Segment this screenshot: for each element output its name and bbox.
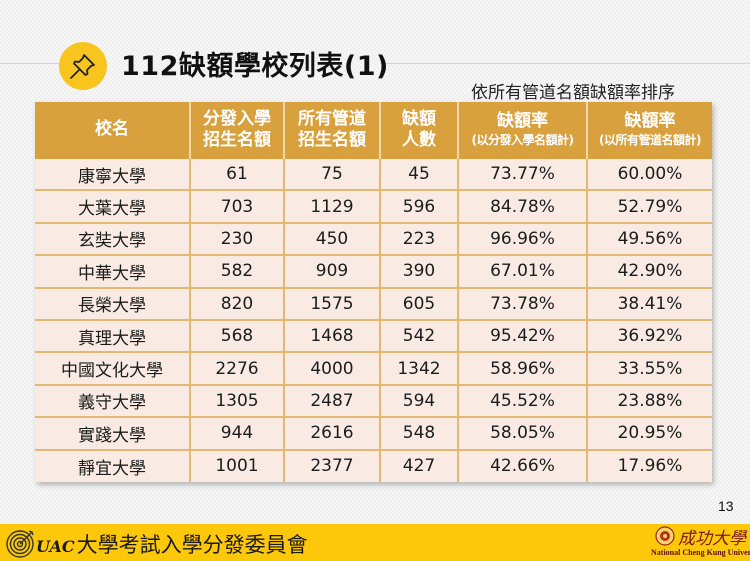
vacancy-rate-all: 36.92% [586, 318, 712, 353]
pushpin-badge [59, 42, 107, 90]
all-channels-quota: 1575 [283, 286, 380, 320]
org-name: UAC大學考試入學分發委員會 [36, 533, 308, 557]
all-channels-quota: 2487 [283, 383, 380, 418]
vacancy-count: 427 [379, 448, 458, 482]
all-channels-quota: 1468 [283, 318, 380, 353]
university-name-cn: 成功大學 [678, 529, 746, 549]
vacancy-table: 校名 分發入學 招生名額 所有管道 招生名額 缺額 人數 缺額率 (以分發入學名額計) … [35, 102, 712, 482]
all-channels-quota: 4000 [283, 351, 380, 385]
table-row: 實踐大學 944 2616 548 58.05% 20.95% [35, 416, 712, 450]
table-row: 中華大學 582 909 390 67.01% 42.90% [35, 254, 712, 288]
vacancy-rate-all: 49.56% [586, 221, 712, 256]
school-name: 靜宜大學 [35, 448, 190, 482]
vacancy-rate-all: 38.41% [586, 286, 712, 320]
assigned-quota: 944 [189, 416, 284, 450]
footer-bar: UAC大學考試入學分發委員會 成功大學 National Cheng Kung … [0, 524, 750, 561]
assigned-quota: 820 [189, 286, 284, 320]
table-row: 義守大學 1305 2487 594 45.52% 23.88% [35, 383, 712, 418]
all-channels-quota: 909 [283, 254, 380, 288]
table-row: 大葉大學 703 1129 596 84.78% 52.79% [35, 189, 712, 223]
assigned-quota: 582 [189, 254, 284, 288]
vacancy-count: 548 [379, 416, 458, 450]
header-assigned-quota: 分發入學 招生名額 [189, 102, 284, 158]
vacancy-count: 390 [379, 254, 458, 288]
header-vacancy-count: 缺額 人數 [379, 102, 458, 158]
table-row: 康寧大學 61 75 45 73.77% 60.00% [35, 156, 712, 191]
vacancy-count: 594 [379, 383, 458, 418]
vacancy-rate-all: 52.79% [586, 189, 712, 223]
vacancy-count: 605 [379, 286, 458, 320]
header-vacancy-rate-all: 缺額率 (以所有管道名額計) [586, 102, 712, 158]
all-channels-quota: 2616 [283, 416, 380, 450]
table-row: 玄奘大學 230 450 223 96.96% 49.56% [35, 221, 712, 256]
divider-line-right [380, 63, 750, 64]
assigned-quota: 1001 [189, 448, 284, 482]
school-name: 康寧大學 [35, 156, 190, 191]
all-channels-quota: 2377 [283, 448, 380, 482]
table-row: 中國文化大學 2276 4000 1342 58.96% 33.55% [35, 351, 712, 385]
ncku-emblem-icon [655, 526, 675, 546]
table-row: 真理大學 568 1468 542 95.42% 36.92% [35, 318, 712, 353]
vacancy-rate-assigned: 73.78% [457, 286, 587, 320]
assigned-quota: 61 [189, 156, 284, 191]
school-name: 長榮大學 [35, 286, 190, 320]
vacancy-count: 542 [379, 318, 458, 353]
sort-note: 依所有管道名額缺額率排序 [471, 83, 675, 103]
page-number: 13 [718, 498, 734, 514]
all-channels-quota: 450 [283, 221, 380, 256]
vacancy-count: 223 [379, 221, 458, 256]
vacancy-rate-all: 17.96% [586, 448, 712, 482]
school-name: 義守大學 [35, 383, 190, 418]
school-name: 真理大學 [35, 318, 190, 353]
vacancy-count: 45 [379, 156, 458, 191]
vacancy-rate-all: 42.90% [586, 254, 712, 288]
vacancy-rate-assigned: 73.77% [457, 156, 587, 191]
table-header-row: 校名 分發入學 招生名額 所有管道 招生名額 缺額 人數 缺額率 (以分發入學名額計) … [35, 102, 712, 158]
vacancy-rate-assigned: 95.42% [457, 318, 587, 353]
table-row: 長榮大學 820 1575 605 73.78% 38.41% [35, 286, 712, 320]
vacancy-rate-assigned: 84.78% [457, 189, 587, 223]
vacancy-rate-all: 23.88% [586, 383, 712, 418]
vacancy-rate-assigned: 58.05% [457, 416, 587, 450]
assigned-quota: 230 [189, 221, 284, 256]
vacancy-rate-all: 20.95% [586, 416, 712, 450]
header-all-channels-quota: 所有管道 招生名額 [283, 102, 380, 158]
pushpin-icon [70, 54, 95, 79]
vacancy-rate-assigned: 45.52% [457, 383, 587, 418]
university-name-en: National Cheng Kung University [651, 548, 750, 557]
vacancy-rate-assigned: 96.96% [457, 221, 587, 256]
school-name: 中華大學 [35, 254, 190, 288]
vacancy-count: 1342 [379, 351, 458, 385]
target-icon [6, 530, 34, 558]
assigned-quota: 568 [189, 318, 284, 353]
school-name: 玄奘大學 [35, 221, 190, 256]
vacancy-rate-assigned: 58.96% [457, 351, 587, 385]
vacancy-rate-assigned: 67.01% [457, 254, 587, 288]
all-channels-quota: 1129 [283, 189, 380, 223]
school-name: 中國文化大學 [35, 351, 190, 385]
vacancy-count: 596 [379, 189, 458, 223]
header-school-name: 校名 [35, 102, 190, 158]
divider-line-left [0, 63, 62, 64]
all-channels-quota: 75 [283, 156, 380, 191]
table-row: 靜宜大學 1001 2377 427 42.66% 17.96% [35, 448, 712, 482]
vacancy-rate-assigned: 42.66% [457, 448, 587, 482]
vacancy-rate-all: 33.55% [586, 351, 712, 385]
assigned-quota: 703 [189, 189, 284, 223]
school-name: 大葉大學 [35, 189, 190, 223]
vacancy-rate-all: 60.00% [586, 156, 712, 191]
assigned-quota: 1305 [189, 383, 284, 418]
org-prefix: UAC [36, 537, 75, 556]
header-vacancy-rate-assigned: 缺額率 (以分發入學名額計) [457, 102, 587, 158]
school-name: 實踐大學 [35, 416, 190, 450]
page-title: 112缺額學校列表(1) [121, 51, 389, 82]
assigned-quota: 2276 [189, 351, 284, 385]
